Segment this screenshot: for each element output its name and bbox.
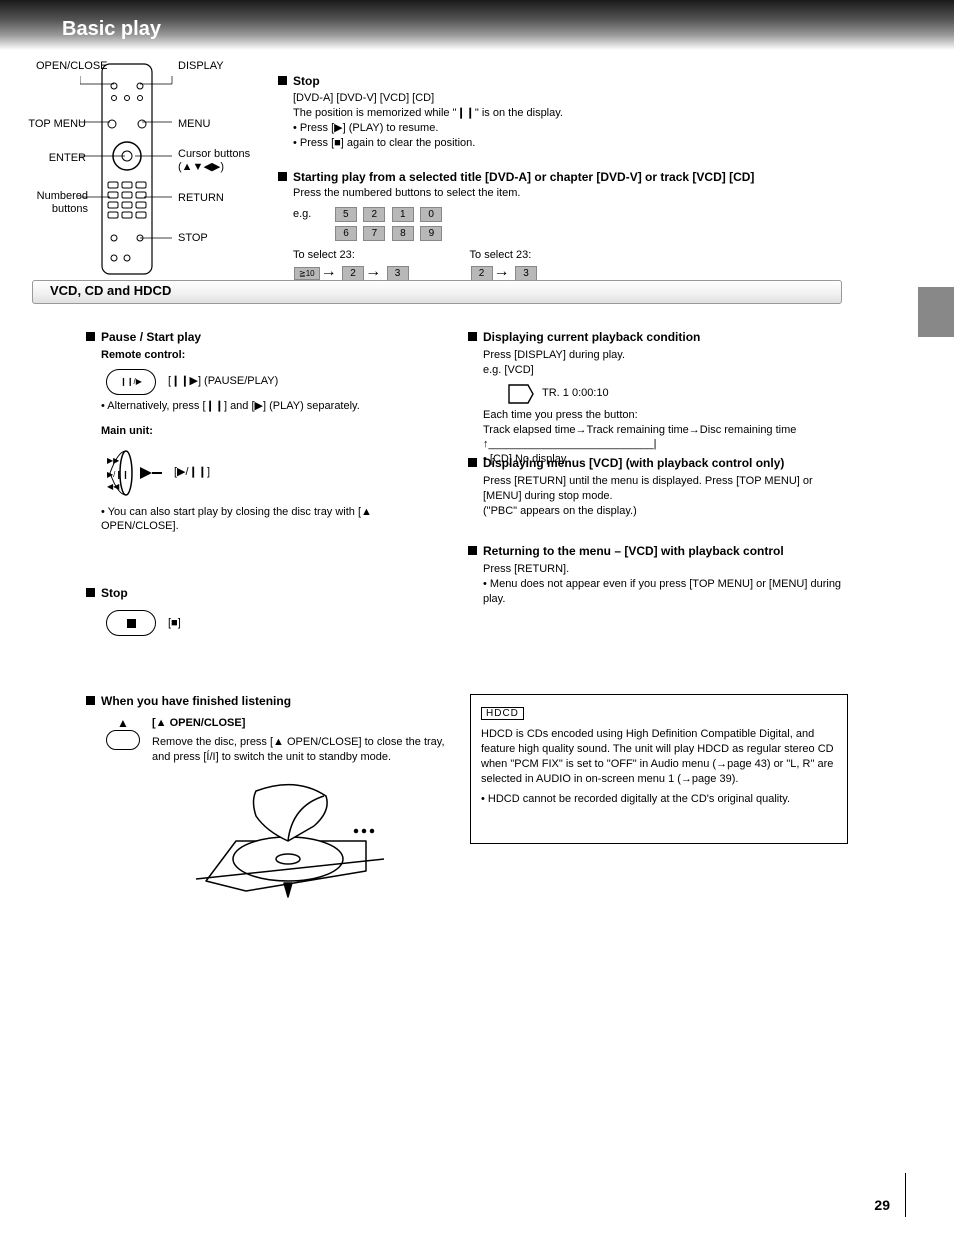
jog-dial-icon: ▶▶ ▶/❙❙ ◀◀ <box>106 445 162 501</box>
keypad-key: 2 <box>363 207 385 222</box>
keypad-key: 2 <box>342 266 364 281</box>
remote-label-enter: ENTER <box>38 152 86 165</box>
return-menu-title: Returning to the menu – [VCD] with playb… <box>468 544 848 558</box>
eject-icon: ▲ <box>106 716 140 730</box>
page-rule <box>905 1173 906 1217</box>
stop-types: [DVD-A] [DVD-V] [VCD] [CD] <box>293 91 838 106</box>
keypad-key: 6 <box>335 226 357 241</box>
select23-label-a: To select 23: <box>293 248 410 263</box>
pause-autostart: • You can also start play by closing the… <box>101 505 436 535</box>
pause-main-label: Main unit: <box>101 424 436 439</box>
hdcd-body: HDCD is CDs encoded using High Definitio… <box>481 727 837 786</box>
select23-label-b: To select 23: <box>470 248 538 263</box>
display-body: Press [DISPLAY] during play. e.g. [VCD] <box>483 348 848 378</box>
keypad-key: 2 <box>471 266 493 281</box>
keypad-key: 9 <box>420 226 442 241</box>
pause-remote-label: Remote control: <box>101 348 436 363</box>
pause-play-icon: ❙❙/▶ <box>106 369 156 395</box>
page-title: Basic play <box>62 18 161 41</box>
stop-memorized: The position is memorized while "❙❙" is … <box>293 106 838 121</box>
open-close-desc: [▲ OPEN/CLOSE] <box>152 716 446 731</box>
section-divider-label: VCD, CD and HDCD <box>50 283 171 298</box>
remote-label-topmenu: TOP MENU <box>20 118 86 131</box>
pause-alt: • Alternatively, press [❙❙] and [▶] (PLA… <box>101 399 436 414</box>
hdcd-bullet: • HDCD cannot be recorded digitally at t… <box>481 792 837 807</box>
display-example: TR. 1 0:00:10 <box>542 386 609 401</box>
stop-title-2: Stop <box>86 586 436 600</box>
select-body: Press the numbered buttons to select the… <box>293 186 858 201</box>
return-menu-body: Press [RETURN]. <box>483 562 848 577</box>
remote-label-numbered: Numbered buttons <box>10 190 88 216</box>
keypad-key: 7 <box>363 226 385 241</box>
page-number: 29 <box>874 1197 890 1213</box>
hdcd-info-box: HDCD HDCD is CDs encoded using High Defi… <box>470 694 848 844</box>
side-tab <box>918 287 954 337</box>
remote-label-cursor: Cursor buttons (▲▼◀▶) <box>178 148 268 174</box>
disc-tray-illustration <box>196 771 386 911</box>
stop-desc: [■] <box>168 616 181 631</box>
keypad-key: 8 <box>392 226 414 241</box>
open-close-btn-icon <box>106 730 140 750</box>
return-menu-note: • Menu does not appear even if you press… <box>483 577 848 607</box>
remote-label-stop: STOP <box>178 232 208 245</box>
menus-title: Displaying menus [VCD] (with playback co… <box>468 456 848 470</box>
remote-label-menu: MENU <box>178 118 210 131</box>
stop-icon <box>106 610 156 636</box>
finished-title: When you have finished listening <box>86 694 446 708</box>
remote-label-display: DISPLAY <box>178 60 224 73</box>
keypad-key: 5 <box>335 207 357 222</box>
display-title: Displaying current playback condition <box>468 330 848 344</box>
hdcd-badge: HDCD <box>481 707 524 720</box>
pause-remote-desc: [❙❙▶] (PAUSE/PLAY) <box>168 374 278 389</box>
remote-label-open-close: OPEN/CLOSE <box>36 60 88 73</box>
select-title: Starting play from a selected title [DVD… <box>278 170 858 184</box>
finished-body: Remove the disc, press [▲ OPEN/CLOSE] to… <box>152 735 446 765</box>
keypad-key: 3 <box>515 266 537 281</box>
svg-text:▶/❙❙: ▶/❙❙ <box>107 470 129 479</box>
keypad-key: 3 <box>387 266 409 281</box>
stop-resume: • Press [▶] (PLAY) to resume. <box>293 121 838 136</box>
keypad-key: 0 <box>420 207 442 222</box>
menus-body: Press [RETURN] until the menu is display… <box>483 474 848 504</box>
display-frame-icon <box>508 384 534 404</box>
svg-text:▶▶: ▶▶ <box>107 456 120 465</box>
keypad-key: 1 <box>392 207 414 222</box>
select-eg: e.g. <box>293 208 311 220</box>
menus-note: ("PBC" appears on the display.) <box>483 504 848 519</box>
pause-main-desc: [▶/❙❙] <box>174 465 210 480</box>
pause-title: Pause / Start play <box>86 330 436 344</box>
stop-title: Stop <box>278 74 838 88</box>
svg-text:◀◀: ◀◀ <box>107 482 120 491</box>
keypad-key-ge10: ≧10 <box>294 267 320 280</box>
remote-label-return: RETURN <box>178 192 224 205</box>
stop-clear: • Press [■] again to clear the position. <box>293 136 838 151</box>
display-cycle: Each time you press the button: Track el… <box>483 408 848 453</box>
